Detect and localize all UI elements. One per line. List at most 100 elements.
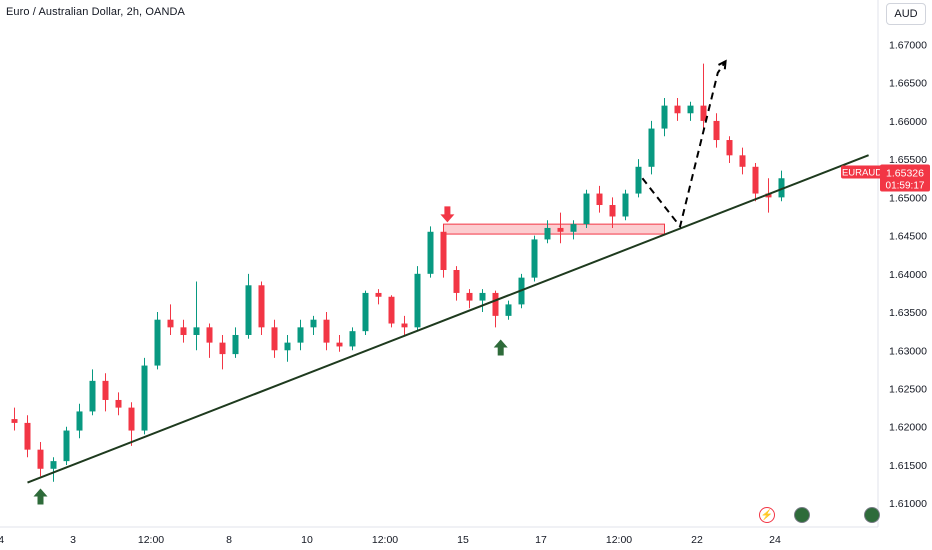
candle-body	[609, 205, 616, 217]
candle-body	[206, 327, 213, 343]
price-tick-label: 1.67000	[889, 39, 927, 51]
candle-body	[414, 273, 421, 328]
candle-body	[219, 342, 226, 355]
time-tick-label: 12:00	[606, 534, 632, 546]
price-tick-label: 1.63500	[889, 307, 927, 319]
flag-icon[interactable]	[794, 507, 810, 523]
price-tick-label: 1.64000	[889, 269, 927, 281]
candle-body	[674, 105, 681, 114]
candle-body	[297, 327, 304, 343]
lightning-icon[interactable]: ⚡	[759, 507, 775, 523]
price-tick-label: 1.61500	[889, 460, 927, 472]
time-tick-label: 12:00	[138, 534, 164, 546]
candle-body	[76, 411, 83, 431]
candle-body	[24, 422, 31, 450]
projection-arrowhead	[718, 59, 727, 70]
candle-body	[661, 105, 668, 129]
candle-body	[349, 331, 356, 347]
candle-body	[778, 178, 785, 198]
flag-icon[interactable]	[864, 507, 880, 523]
candle-body	[700, 105, 707, 121]
resistance-zone	[443, 223, 665, 235]
candle-body	[453, 270, 460, 293]
candle-body	[635, 166, 642, 194]
symbol-badge	[841, 165, 883, 179]
candle-body	[427, 231, 434, 274]
time-tick-label: 12:00	[372, 534, 398, 546]
projection-path	[641, 60, 727, 229]
price-tick-label: 1.61000	[889, 498, 927, 510]
arrow-up-marker	[493, 339, 508, 356]
time-tick-label: 24	[769, 534, 781, 546]
arrow-down-marker	[440, 206, 455, 223]
candle-body	[479, 292, 486, 301]
candle-body	[167, 319, 174, 328]
candle-body	[11, 419, 18, 423]
candle-body	[102, 380, 109, 400]
candle-body	[570, 224, 577, 232]
candle-body	[284, 342, 291, 351]
candle-body	[323, 319, 330, 343]
time-tick-label: 8	[226, 534, 232, 546]
candle-body	[362, 292, 369, 332]
candle-body	[752, 166, 759, 194]
candle-body	[193, 327, 200, 335]
candle-body	[492, 292, 499, 316]
candle-body	[401, 323, 408, 328]
candle-body	[141, 365, 148, 431]
candle-body	[739, 155, 746, 167]
price-tick-label: 1.62500	[889, 384, 927, 396]
candle-body	[687, 105, 694, 114]
bar-countdown-label: 01:59:17	[886, 180, 925, 191]
candle-body	[622, 193, 629, 217]
candle-body	[232, 334, 239, 355]
candle-body	[128, 407, 135, 431]
currency-button[interactable]: AUD	[886, 3, 926, 25]
chart-legend-title: Euro / Australian Dollar, 2h, OANDA	[6, 6, 185, 18]
price-badge	[880, 164, 930, 192]
candle-body	[648, 128, 655, 167]
candle-body	[375, 292, 382, 297]
candle-body	[765, 193, 772, 198]
price-tick-label: 1.65000	[889, 192, 927, 204]
candle-body	[154, 319, 161, 366]
price-tick-label: 1.64500	[889, 231, 927, 243]
candle-body	[245, 285, 252, 335]
candle-body	[115, 399, 122, 408]
candle-body	[180, 327, 187, 335]
price-tick-label: 1.63000	[889, 345, 927, 357]
candle-body	[713, 120, 720, 141]
candle-body	[557, 227, 564, 232]
candle-body	[63, 430, 70, 462]
arrow-up-marker	[33, 488, 48, 505]
time-tick-label: 17	[535, 534, 547, 546]
candle-body	[531, 239, 538, 278]
candle-body	[271, 327, 278, 351]
price-tick-label: 1.65500	[889, 154, 927, 166]
candle-body	[583, 193, 590, 225]
candle-body	[505, 304, 512, 316]
candle-body	[336, 342, 343, 347]
candle-body	[544, 227, 551, 240]
time-tick-label: 2024	[0, 534, 4, 546]
time-tick-label: 15	[457, 534, 469, 546]
price-tick-label: 1.66500	[889, 78, 927, 90]
candle-body	[596, 193, 603, 206]
last-price-label: 1.65326	[886, 167, 924, 179]
trendline	[27, 154, 869, 484]
candle-body	[50, 461, 57, 469]
candle-body	[258, 285, 265, 328]
time-tick-label: 22	[691, 534, 703, 546]
time-tick-label: 3	[70, 534, 76, 546]
time-tick-label: 10	[301, 534, 313, 546]
candle-body	[440, 231, 447, 270]
price-tick-label: 1.62000	[889, 422, 927, 434]
candle-body	[89, 380, 96, 412]
symbol-badge-label: EURAUD	[842, 167, 882, 178]
price-tick-label: 1.66000	[889, 116, 927, 128]
candle-body	[388, 296, 395, 324]
candle-body	[726, 140, 733, 156]
candle-body	[310, 319, 317, 328]
